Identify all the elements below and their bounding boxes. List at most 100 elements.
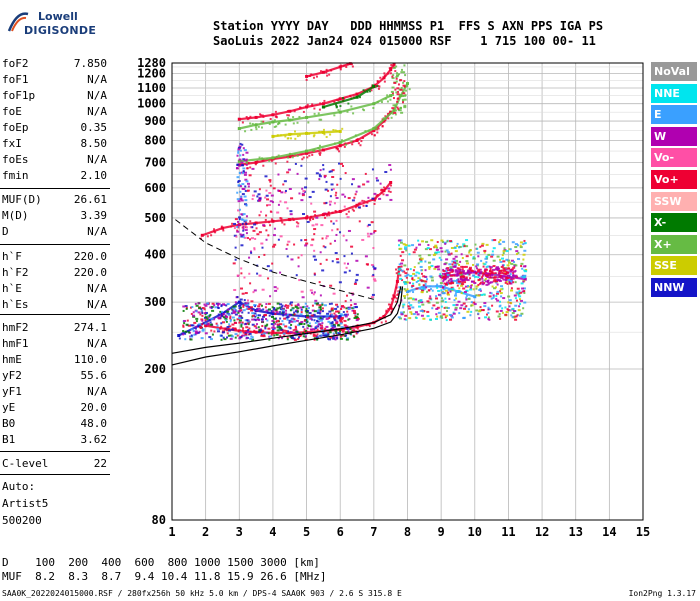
echo-speckle xyxy=(233,319,236,322)
echo-speckle xyxy=(335,336,339,339)
echo-speckle xyxy=(435,297,439,300)
echo-speckle xyxy=(324,246,327,249)
echo-speckle xyxy=(257,326,260,329)
echo-speckle xyxy=(264,327,267,330)
echo-speckle xyxy=(500,265,504,268)
param-row: foF1p N/A xyxy=(2,89,107,105)
echo-speckle xyxy=(506,267,510,270)
echo-speckle xyxy=(343,255,346,258)
param-row: h`F 220.0 xyxy=(2,250,107,266)
data-speckle xyxy=(351,65,354,68)
data-speckle xyxy=(350,140,353,143)
echo-speckle xyxy=(440,258,443,261)
echo-speckle xyxy=(183,322,186,325)
param-row: yF2 55.6 xyxy=(2,369,107,385)
echo-speckle xyxy=(328,200,332,203)
echo-speckle xyxy=(461,292,464,295)
echo-speckle xyxy=(195,310,198,313)
echo-speckle xyxy=(306,305,309,308)
echo-speckle xyxy=(449,278,453,281)
echo-speckle xyxy=(286,255,289,258)
data-point xyxy=(355,95,359,99)
echo-speckle xyxy=(194,330,198,333)
echo-speckle xyxy=(286,338,289,341)
echo-speckle xyxy=(415,316,418,319)
echo-speckle xyxy=(475,267,478,270)
echo-speckle xyxy=(197,302,200,305)
echo-speckle xyxy=(280,191,284,194)
echo-speckle xyxy=(330,313,333,316)
echo-speckle xyxy=(462,243,466,246)
echo-speckle xyxy=(472,256,475,259)
echo-speckle xyxy=(233,328,237,331)
data-speckle xyxy=(323,99,326,102)
echo-speckle xyxy=(242,167,246,170)
echo-speckle xyxy=(462,316,466,319)
echo-speckle xyxy=(514,274,518,277)
echo-speckle xyxy=(335,320,339,323)
echo-speckle xyxy=(510,259,514,262)
echo-speckle xyxy=(267,203,271,206)
echo-speckle xyxy=(209,313,212,316)
param-value: N/A xyxy=(87,385,107,398)
echo-speckle xyxy=(275,308,278,311)
echo-speckle xyxy=(507,278,511,281)
param-value: 26.61 xyxy=(73,193,107,206)
data-point xyxy=(305,151,309,155)
echo-speckle xyxy=(432,304,436,307)
echo-speckle xyxy=(454,270,458,273)
echo-speckle xyxy=(253,325,257,328)
echo-speckle xyxy=(443,276,447,279)
echo-speckle xyxy=(470,310,473,313)
echo-speckle xyxy=(484,257,488,260)
data-speckle xyxy=(398,94,401,97)
echo-speckle xyxy=(445,319,448,322)
echo-speckle xyxy=(436,306,440,309)
echo-speckle xyxy=(288,319,292,322)
echo-speckle xyxy=(503,249,507,252)
data-speckle xyxy=(334,129,337,132)
echo-speckle xyxy=(325,201,328,204)
data-speckle xyxy=(247,161,250,164)
profile-curve xyxy=(171,286,404,366)
echo-speckle xyxy=(251,312,255,315)
echo-speckle xyxy=(314,327,317,330)
param-name: h`F xyxy=(2,250,22,263)
param-name: foF2 xyxy=(2,57,29,70)
echo-speckle xyxy=(404,272,408,275)
data-speckle xyxy=(376,85,379,88)
echo-speckle xyxy=(398,244,401,247)
echo-speckle xyxy=(281,311,285,314)
echo-speckle xyxy=(274,289,278,292)
echo-speckle xyxy=(234,258,237,261)
echo-speckle xyxy=(442,270,446,273)
data-speckle xyxy=(260,114,263,117)
echo-speckle xyxy=(452,312,456,315)
echo-speckle xyxy=(294,326,297,329)
echo-speckle xyxy=(304,238,308,241)
echo-speckle xyxy=(505,311,509,314)
echo-speckle xyxy=(201,307,205,310)
echo-speckle xyxy=(467,269,471,272)
data-speckle xyxy=(306,156,309,159)
echo-speckle xyxy=(504,313,508,316)
echo-speckle xyxy=(345,307,348,310)
echo-speckle xyxy=(344,325,348,328)
echo-speckle xyxy=(484,277,487,280)
echo-speckle xyxy=(422,275,426,278)
echo-speckle xyxy=(483,249,487,252)
echo-speckle xyxy=(417,277,420,280)
data-speckle xyxy=(292,116,295,119)
echo-speckle xyxy=(273,286,277,289)
data-point xyxy=(321,148,325,152)
echo-speckle xyxy=(245,222,248,225)
echo-speckle xyxy=(284,191,287,194)
echo-speckle xyxy=(268,314,271,317)
echo-speckle xyxy=(401,98,404,101)
data-point xyxy=(338,314,342,318)
data-point xyxy=(288,118,292,122)
echo-speckle xyxy=(265,229,268,232)
echo-speckle xyxy=(349,299,352,302)
echo-speckle xyxy=(232,307,236,310)
echo-speckle xyxy=(519,244,522,247)
